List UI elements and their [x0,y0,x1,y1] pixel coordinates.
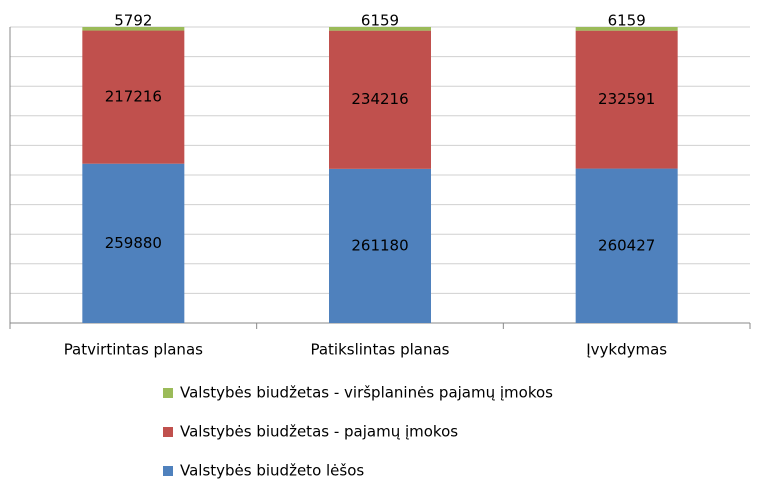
data-label: 5792 [114,12,152,30]
legend-swatch [163,466,173,476]
bar-segment [82,163,185,323]
legend-label: Valstybės biudžetas - pajamų įmokos [180,423,458,441]
legend-swatch [163,388,173,398]
bar-segment [329,30,431,169]
data-label: 260427 [598,236,655,254]
data-label: 217216 [105,88,162,106]
bar-segment [82,30,185,164]
data-label: 234216 [351,90,408,108]
bar-segment [575,168,678,323]
x-tick-label: Patikslintas planas [310,341,449,359]
bar-segment [575,27,678,31]
bar-segment [575,30,678,169]
x-tick-label: Įvykdymas [586,341,667,359]
data-label: 6159 [608,12,646,30]
data-label: 261180 [351,236,408,254]
data-label: 6159 [361,12,399,30]
bar-segment [329,168,431,323]
data-label: 259880 [105,234,162,252]
legend-label: Valstybės biudžeto lėšos [180,462,364,479]
data-label: 232591 [598,90,655,108]
x-tick-label: Patvirtintas planas [64,341,203,359]
legend-swatch [163,427,173,437]
bar-segment [82,27,185,31]
legend-label: Valstybės biudžetas - viršplaninės pajam… [180,384,553,402]
bar-segment [329,27,431,31]
